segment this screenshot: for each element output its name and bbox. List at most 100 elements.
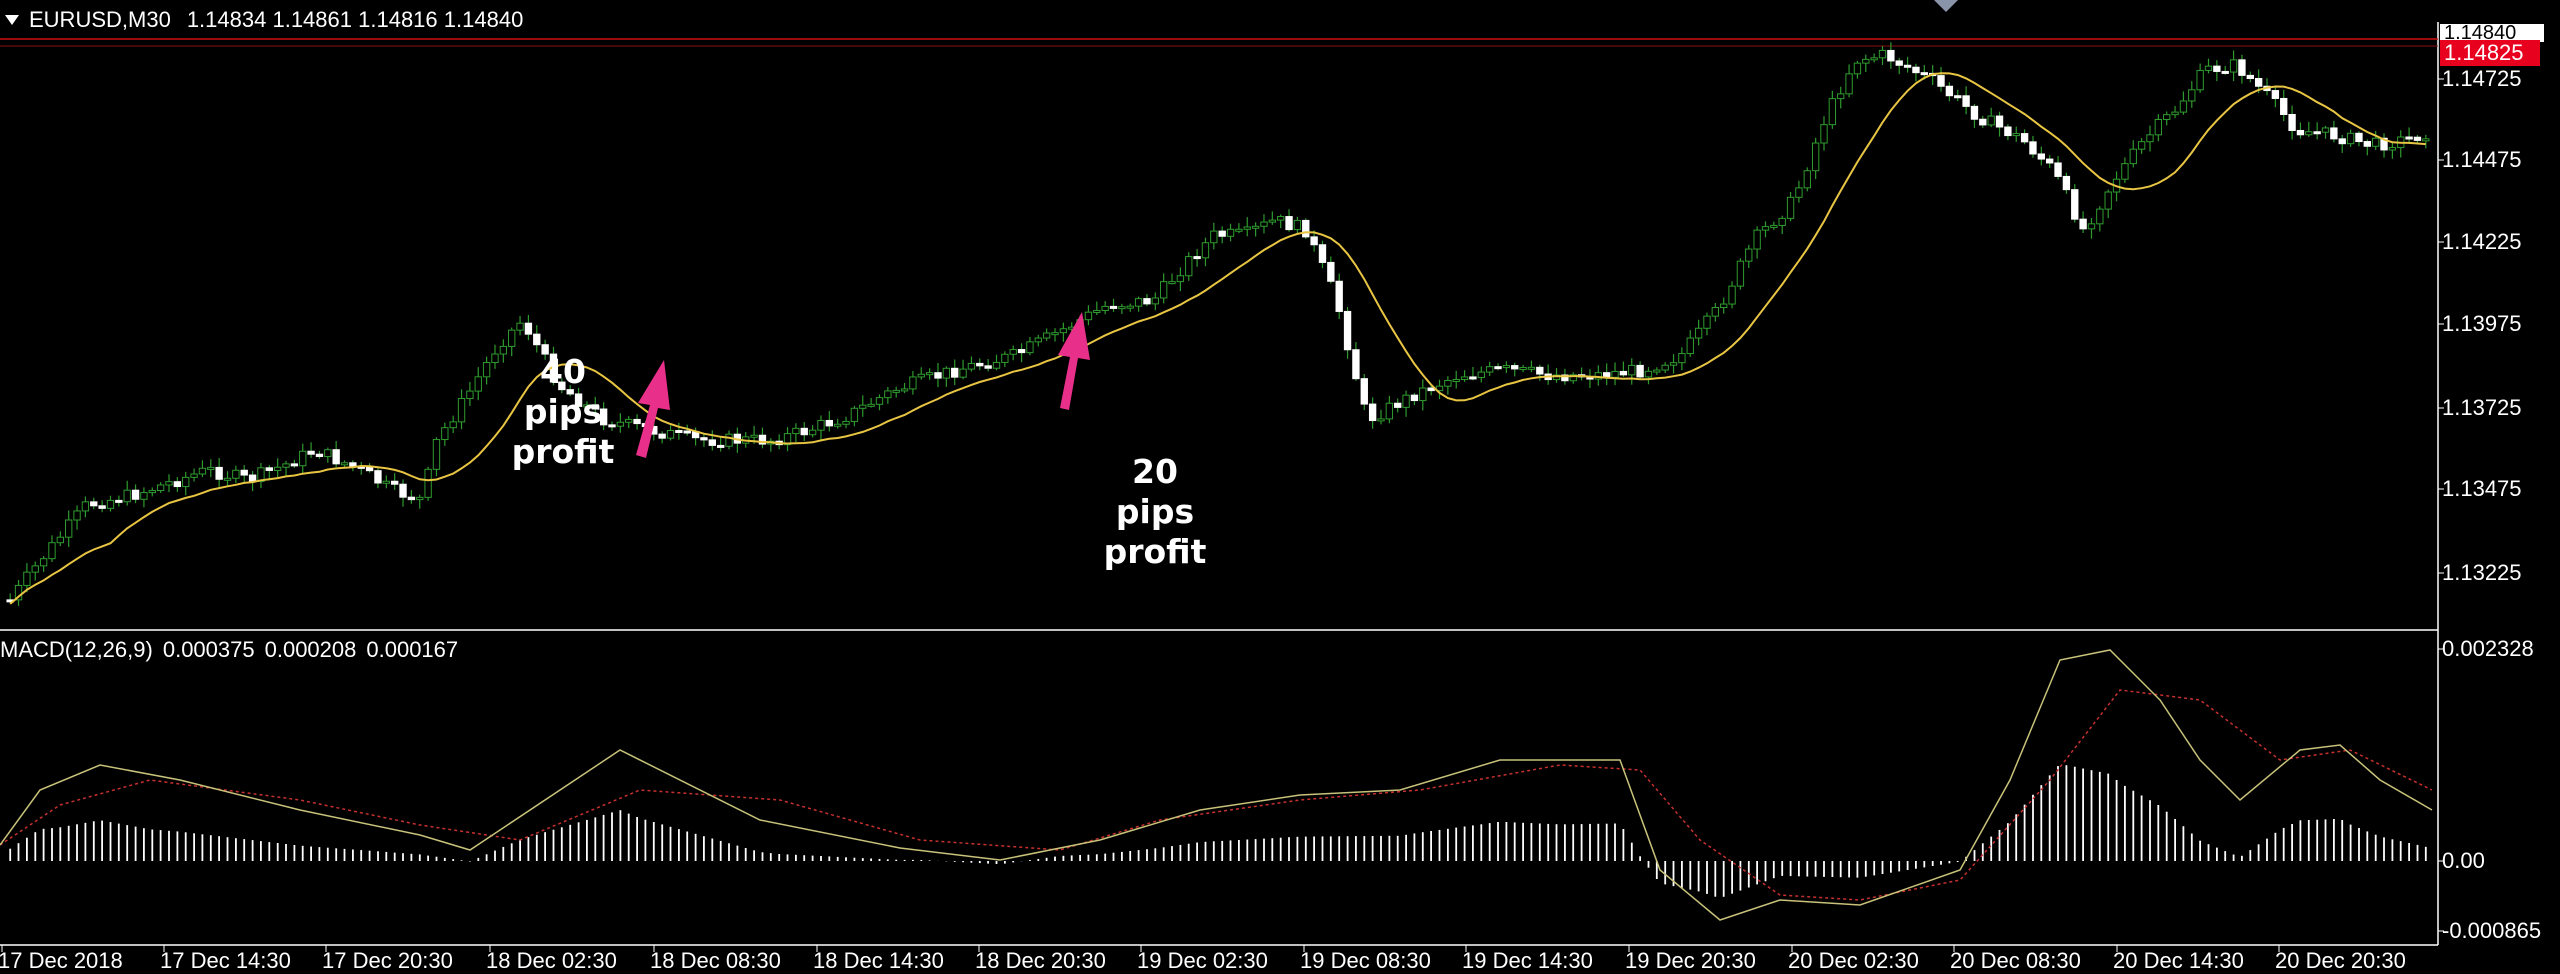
candle-body [48,542,56,560]
candle-body [700,437,708,441]
candle-body [491,353,499,364]
low-price: 1.14816 [358,7,438,32]
candle-body [2104,191,2112,210]
time-axis-label: 20 Dec 02:30 [1788,948,1919,973]
price-axis-label: 1.13975 [2442,311,2522,336]
candle-body [98,505,106,509]
candle-body [2380,137,2388,151]
time-axis-label: 18 Dec 02:30 [486,948,617,973]
time-axis-label: 20 Dec 08:30 [1950,948,2081,973]
candle-body [1385,402,1394,420]
candle-body [1845,73,1853,95]
symbol-label: EURUSD,M30 [29,7,171,32]
candle-body [1260,221,1268,227]
candle-body [2154,119,2163,136]
candle-body [1444,380,1452,387]
candle-body [390,480,399,485]
candle-body [508,329,516,347]
candle-body [307,450,315,455]
candle-body [516,322,524,331]
candle-body [608,424,616,428]
candle-body [2338,138,2346,145]
candle-body [1937,75,1945,87]
candle-body [591,404,599,410]
candle-body [1979,118,1987,126]
candle-body [967,362,976,370]
candle-body [1318,244,1327,263]
candle-body [416,496,424,501]
candle-body [1452,378,1460,382]
candle-body [716,444,725,448]
macd-signal-line [0,689,2433,901]
candle-body [1093,309,1101,313]
candle-body [1811,142,1820,172]
candle-body [299,450,307,467]
candle-body [1310,236,1318,246]
candle-body [1327,261,1335,282]
chart-shift-icon[interactable] [1934,0,1958,12]
candle-body [1469,376,1477,380]
candle-body [90,501,98,507]
candle-body [1669,362,1678,366]
candle-body [190,473,198,478]
candle-body [1837,93,1845,100]
candle-body [340,462,349,466]
candle-body [81,501,90,512]
chart-header: EURUSD,M30 1.14834 1.14861 1.14816 1.148… [0,2,523,38]
candle-body [349,462,357,467]
open-price: 1.14834 [186,7,267,32]
candle-body [1644,370,1653,378]
time-axis-label: 20 Dec 20:30 [2275,948,2406,973]
candle-body [2221,70,2229,74]
candle-body [1017,349,1026,354]
candle-body [1653,369,1661,373]
candle-body [1159,281,1168,299]
candle-body [992,361,1001,369]
candle-body [173,481,182,488]
candle-body [31,565,39,573]
candle-body [1251,225,1260,229]
candle-body [1360,378,1368,405]
candle-body [2137,141,2146,150]
candle-body [2037,153,2046,160]
close-price: 1.14840 [443,7,524,32]
candle-body [1903,64,1912,68]
candle-body [792,427,800,435]
candle-body [2146,134,2154,143]
candle-body [1912,66,1920,74]
candle-body [725,433,733,447]
candle-body [825,419,834,427]
candle-body [265,467,273,471]
candle-body [148,490,156,494]
candle-body [2020,133,2029,143]
candle-body [984,365,992,369]
candle-body [1962,95,1970,107]
candle-body [2129,148,2137,165]
candle-body [1302,219,1310,238]
candle-body [1034,337,1042,343]
candle-body [1569,374,1577,382]
candle-body [1143,298,1151,305]
candle-body [625,418,633,423]
candle-body [499,345,508,355]
candle-body [875,397,884,405]
candle-body [1285,216,1293,231]
candle-body [884,390,892,399]
candle-body [1561,374,1569,382]
candle-body [399,483,407,498]
candle-body [449,421,457,429]
candle-body [1201,242,1210,259]
candle-body [2121,163,2129,180]
triangle-down-icon[interactable] [5,15,19,25]
candle-body [1134,298,1143,307]
candle-body [1778,217,1786,226]
candle-body [1026,341,1034,354]
candle-body [2280,97,2288,115]
candle-body [474,376,482,392]
ask-price-box: 1.14840 [2440,24,2544,42]
candle-body [65,519,73,538]
candle-body [1887,49,1895,62]
candle-body [1820,124,1828,144]
candle-body [909,376,917,390]
